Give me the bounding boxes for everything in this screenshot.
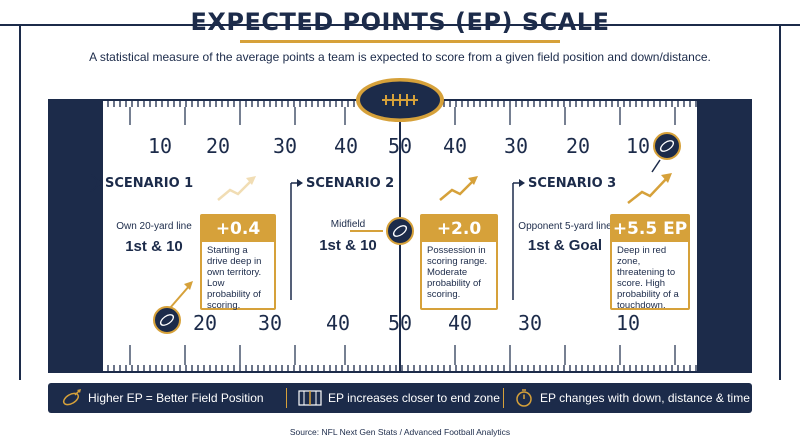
top-yard-number: 30 xyxy=(504,134,528,158)
football-marker-3-icon xyxy=(651,132,681,173)
top-yard-number: 40 xyxy=(334,134,358,158)
scenario-2-ep-value: +2.0 EP xyxy=(422,216,496,265)
top-yard-number: 10 xyxy=(148,134,172,158)
scenario-1-ep-value: +0.4 EP xyxy=(202,216,274,265)
right-end-zone xyxy=(697,100,752,372)
top-yard-number: 20 xyxy=(206,134,230,158)
top-yard-number: 30 xyxy=(273,134,297,158)
bottom-yard-number: 30 xyxy=(258,311,282,335)
football-marker-2-icon xyxy=(350,217,414,245)
legend-item-3: EP changes with down, distance & time xyxy=(540,391,750,405)
left-end-zone xyxy=(48,100,103,372)
scenario-3-description: Deep in red zone, threatening to score. … xyxy=(617,245,679,311)
legend-divider-2 xyxy=(503,388,504,408)
legend-item-1: Higher EP = Better Field Position xyxy=(88,391,264,405)
bottom-yard-number: 50 xyxy=(388,311,412,335)
scenario-2-ep-card: +2.0 EP Possession in scoring range. Mod… xyxy=(420,214,498,310)
scenario-1-label: SCENARIO 1 xyxy=(105,176,194,191)
bottom-yard-number: 30 xyxy=(518,311,542,335)
bottom-yard-number: 20 xyxy=(193,311,217,335)
scenario-1-ep-card: +0.4 EP Starting a drive deep in own ter… xyxy=(200,214,276,311)
scenario-3-ep-value: +5.5 EP xyxy=(612,216,688,242)
bottom-yard-number: 10 xyxy=(616,311,640,335)
field-icon xyxy=(298,389,322,407)
title-underline xyxy=(240,40,560,43)
scenario-3-position: Opponent 5-yard line xyxy=(518,221,612,232)
top-yard-number: 10 xyxy=(626,134,650,158)
football-marker-1-icon xyxy=(153,281,193,334)
scenario-2-position: Midfield xyxy=(330,219,366,230)
scenario-1-position: Own 20-yard line xyxy=(116,221,192,232)
scenario-2-down: 1st & 10 xyxy=(319,237,377,254)
legend-bar: Higher EP = Better Field Position EP inc… xyxy=(48,383,752,413)
top-yard-number: 50 xyxy=(388,134,412,158)
stopwatch-icon xyxy=(514,388,534,408)
bottom-yard-number: 40 xyxy=(326,311,350,335)
football-arrow-icon xyxy=(62,389,82,407)
scenario-2-label: SCENARIO 2 xyxy=(306,176,395,191)
scenario-3-label: SCENARIO 3 xyxy=(528,176,617,191)
top-yard-number: 20 xyxy=(566,134,590,158)
scenario-3-ep-card: +5.5 EP Deep in red zone, threatening to… xyxy=(610,214,690,311)
scenario-1-down: 1st & 10 xyxy=(125,238,183,255)
scenario-3-down: 1st & Goal xyxy=(527,237,603,254)
page-subtitle: A statistical measure of the average poi… xyxy=(89,50,711,64)
legend-item-2: EP increases closer to end zone xyxy=(328,391,500,405)
scenario-2-description: Possession in scoring range. Moderate pr… xyxy=(427,245,488,300)
football-logo-icon xyxy=(356,78,444,122)
legend-divider-1 xyxy=(286,388,287,408)
source-note: Source: NFL Next Gen Stats / Advanced Fo… xyxy=(289,427,511,437)
top-yard-number: 40 xyxy=(443,134,467,158)
scenario-1-description: Starting a drive deep in own territory. … xyxy=(207,245,262,311)
page-title: EXPECTED POINTS (EP) SCALE xyxy=(190,8,610,36)
bottom-yard-number: 40 xyxy=(448,311,472,335)
